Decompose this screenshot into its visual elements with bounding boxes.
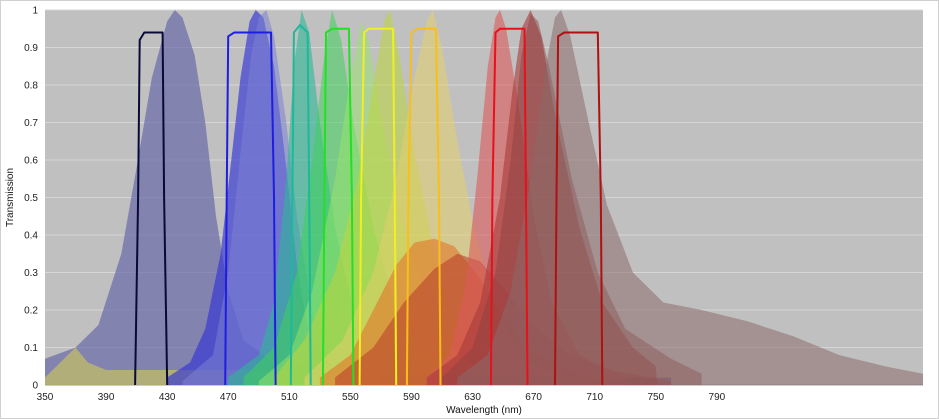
emission-area-15 (457, 10, 923, 385)
y-tick-label: 0.7 (24, 118, 38, 129)
filter-curve-6 (405, 27, 442, 386)
y-tick-label: 0.2 (24, 306, 38, 317)
x-tick-label: 590 (403, 392, 420, 403)
y-tick-label: 0.1 (24, 343, 38, 354)
emission-area-9 (304, 10, 580, 385)
filter-curve-7 (489, 27, 529, 386)
filter-curve-1 (134, 31, 169, 386)
y-tick-label: 0.9 (24, 43, 38, 54)
x-tick-label: 550 (342, 392, 359, 403)
x-tick-label: 750 (647, 392, 664, 403)
y-axis-title: Transmission (5, 168, 16, 227)
filter-curve-4 (321, 27, 355, 386)
x-tick-label: 470 (220, 392, 237, 403)
y-tick-label: 0.4 (24, 231, 38, 242)
x-axis-title: Wavelength (nm) (446, 405, 522, 416)
filter-curve-3 (289, 24, 312, 386)
x-tick-label: 710 (586, 392, 603, 403)
x-tick-label: 630 (464, 392, 481, 403)
y-tick-label: 0.8 (24, 81, 38, 92)
y-tick-label: 0.6 (24, 156, 38, 167)
x-tick-label: 350 (37, 392, 54, 403)
emission-area-4 (182, 10, 381, 385)
y-tick-label: 1 (32, 6, 38, 17)
x-tick-label: 390 (98, 392, 115, 403)
filter-curve-5 (358, 27, 398, 386)
y-tick-labels: 0 0.1 0.2 0.3 0.4 0.5 0.6 0.7 0.8 0.9 1 (24, 6, 38, 392)
x-tick-label: 670 (525, 392, 542, 403)
filter-curves (134, 24, 604, 386)
filter-curve-8 (554, 31, 604, 386)
emission-area-1 (45, 10, 672, 385)
x-tick-label: 510 (281, 392, 298, 403)
y-tick-label: 0.5 (24, 193, 38, 204)
emission-curves (45, 10, 923, 386)
x-tick-label: 790 (709, 392, 726, 403)
x-tick-labels: 350 390 430 470 510 550 590 630 670 710 750 790 (37, 392, 726, 403)
filter-curve-2 (224, 31, 277, 386)
x-tick-label: 430 (159, 392, 176, 403)
y-tick-label: 0.3 (24, 268, 38, 279)
y-tick-label: 0 (32, 381, 38, 392)
